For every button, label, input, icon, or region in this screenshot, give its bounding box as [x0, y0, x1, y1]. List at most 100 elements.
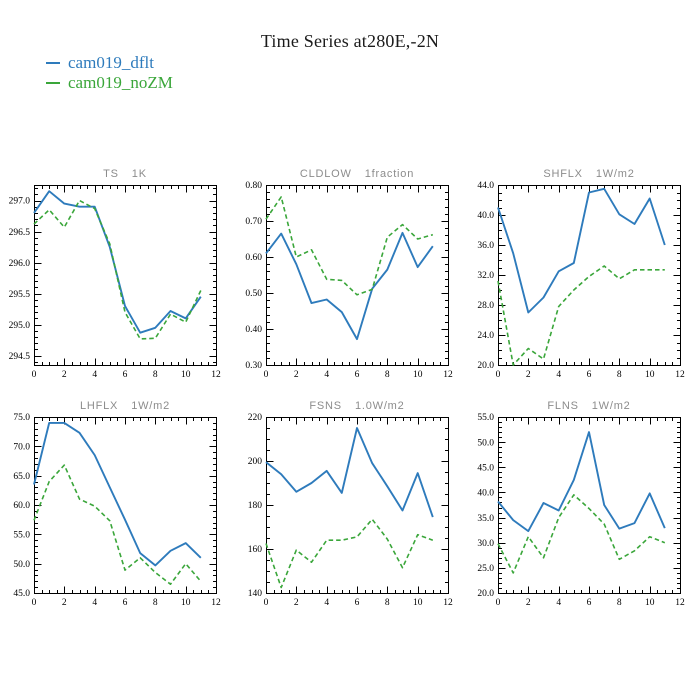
page-title: Time Series at280E,-2N — [260, 31, 440, 51]
y-tick-label: 55.0 — [13, 531, 30, 541]
x-tick-label: 8 — [385, 598, 390, 608]
x-tick-label: 12 — [675, 598, 685, 608]
y-tick-label: 28.0 — [477, 301, 494, 311]
y-tick-label: 220 — [248, 413, 263, 423]
y-tick-label: 0.60 — [245, 253, 262, 263]
x-tick-label: 4 — [556, 370, 561, 380]
subplot-title: SHFLX 1W/m2 — [543, 168, 634, 180]
subplot-title: TS 1K — [103, 168, 147, 180]
x-tick-label: 8 — [385, 370, 390, 380]
series-cam019_dflt-line — [497, 187, 666, 314]
subplot-title: CLDLOW 1fraction — [300, 168, 414, 180]
legend: cam019_dflt cam019_noZM — [46, 53, 173, 93]
subplot-title: FSNS 1.0W/m2 — [309, 400, 404, 412]
x-tick-label: 6 — [123, 598, 128, 608]
series-cam019_noZM-line — [265, 196, 434, 296]
plot-frame — [266, 417, 449, 594]
y-tick-label: 140 — [248, 589, 263, 599]
dashed-line-marker-icon — [46, 82, 60, 84]
plot-frame — [498, 417, 681, 594]
y-tick-label: 24.0 — [477, 331, 494, 341]
x-tick-label: 8 — [153, 598, 158, 608]
x-tick-label: 4 — [556, 598, 561, 608]
y-tick-label: 36.0 — [477, 241, 494, 251]
y-tick-label: 50.0 — [13, 560, 30, 570]
axis-ticks — [34, 417, 217, 594]
y-tick-label: 296.5 — [9, 228, 31, 238]
x-tick-label: 10 — [645, 370, 655, 380]
series-cam019_dflt-line — [33, 421, 202, 567]
x-tick-label: 12 — [211, 598, 221, 608]
series-cam019_dflt-line — [33, 190, 202, 334]
x-tick-label: 12 — [443, 370, 453, 380]
subplot-title: LHFLX 1W/m2 — [80, 400, 170, 412]
x-tick-label: 6 — [123, 370, 128, 380]
x-tick-label: 10 — [645, 598, 655, 608]
subplot-flns: 0 2 4 6 8 10 12 20.0 25.0 30.0 35.0 40.0 45.0 50.0 55.… — [477, 400, 685, 608]
y-tick-label: 55.0 — [477, 413, 494, 423]
y-tick-label: 20.0 — [477, 589, 494, 599]
axis-ticks — [266, 185, 449, 366]
x-tick-label: 4 — [92, 370, 97, 380]
plot-frame — [34, 185, 217, 366]
x-tick-label: 0 — [496, 598, 501, 608]
legend-item-cam019-dflt: cam019_dflt — [46, 53, 173, 73]
series-cam019_noZM-line — [265, 518, 434, 589]
y-tick-label: 200 — [248, 457, 263, 467]
y-tick-label: 45.0 — [13, 589, 30, 599]
y-tick-label: 25.0 — [477, 564, 494, 574]
axis-ticks — [498, 417, 681, 594]
y-tick-label: 75.0 — [13, 413, 30, 423]
y-tick-label: 40.0 — [477, 211, 494, 221]
y-tick-label: 40.0 — [477, 489, 494, 499]
subplot-shflx: 0 2 4 6 8 10 12 20.0 24.0 28.0 32.0 36.0 40.0 44.0 SHF… — [477, 168, 685, 380]
y-tick-label: 180 — [248, 501, 263, 511]
x-tick-label: 0 — [496, 370, 501, 380]
series-cam019_noZM-line — [33, 464, 202, 586]
x-tick-label: 6 — [587, 370, 592, 380]
legend-label: cam019_dflt — [68, 53, 154, 72]
plot-frame — [34, 417, 217, 594]
x-tick-label: 2 — [294, 598, 299, 608]
axis-ticks — [498, 185, 681, 366]
x-tick-label: 0 — [32, 598, 37, 608]
x-tick-label: 0 — [264, 598, 269, 608]
series-cam019_dflt-line — [265, 427, 434, 518]
x-tick-label: 12 — [443, 598, 453, 608]
x-tick-label: 10 — [413, 598, 423, 608]
y-tick-label: 294.5 — [9, 352, 31, 362]
x-tick-label: 8 — [617, 598, 622, 608]
x-tick-label: 12 — [675, 370, 685, 380]
x-tick-label: 12 — [211, 370, 221, 380]
y-tick-label: 30.0 — [477, 539, 494, 549]
y-tick-label: 44.0 — [477, 181, 494, 191]
y-tick-label: 0.70 — [245, 217, 262, 227]
x-tick-label: 0 — [264, 370, 269, 380]
legend-label: cam019_noZM — [68, 73, 173, 92]
series-cam019_dflt-line — [497, 431, 666, 533]
x-tick-label: 10 — [181, 370, 191, 380]
y-tick-label: 60.0 — [13, 501, 30, 511]
subplot-lhflx: 0 2 4 6 8 10 12 45.0 50.0 55.0 60.0 65.0 70.0 75.0 LHF… — [13, 400, 221, 608]
subplot-title: FLNS 1W/m2 — [547, 400, 630, 412]
x-tick-label: 6 — [355, 598, 360, 608]
x-tick-label: 2 — [62, 370, 67, 380]
y-tick-label: 70.0 — [13, 443, 30, 453]
x-tick-label: 4 — [324, 598, 329, 608]
y-tick-label: 297.0 — [9, 197, 31, 207]
y-tick-label: 32.0 — [477, 271, 494, 281]
x-tick-label: 4 — [324, 370, 329, 380]
y-tick-label: 160 — [248, 545, 263, 555]
y-tick-label: 0.30 — [245, 361, 262, 371]
y-tick-label: 45.0 — [477, 464, 494, 474]
solid-line-marker-icon — [46, 62, 60, 64]
x-tick-label: 6 — [587, 598, 592, 608]
subplot-cldlow: 0 2 4 6 8 10 12 0.30 0.40 0.50 0.60 0.70 0.80 CLDLOW 1… — [245, 168, 453, 380]
series-cam019_noZM-line — [497, 265, 665, 366]
series-cam019_noZM-line — [497, 494, 666, 574]
x-tick-label: 2 — [62, 598, 67, 608]
subplot-ts: 0 2 4 6 8 10 12 294.5 295.0 295.5 296.0 296.5 297.0 T… — [9, 168, 221, 380]
x-tick-label: 8 — [153, 370, 158, 380]
subplot-fsns: 0 2 4 6 8 10 12 140 160 180 200 220 FSNS 1.0W/m2 — [248, 400, 453, 608]
